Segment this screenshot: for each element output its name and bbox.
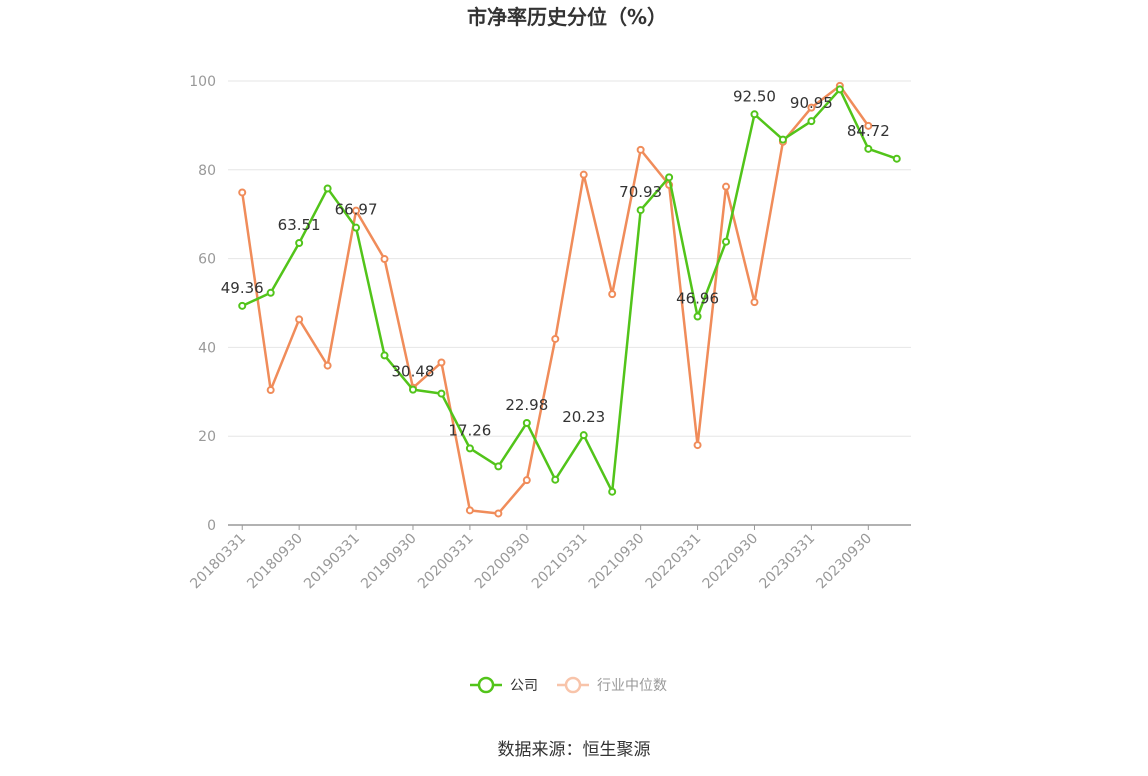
legend[interactable]: 公司 行业中位数 bbox=[470, 676, 667, 694]
x-tick-label: 20210331 bbox=[529, 531, 591, 593]
data-point bbox=[465, 506, 474, 515]
data-point bbox=[295, 239, 304, 248]
data-point bbox=[864, 144, 873, 153]
data-point bbox=[750, 110, 759, 119]
data-point bbox=[522, 418, 531, 427]
data-point bbox=[778, 135, 787, 144]
data-point bbox=[722, 182, 731, 191]
data-label: 63.51 bbox=[278, 216, 321, 234]
data-point bbox=[295, 315, 304, 324]
x-tick-label: 20190331 bbox=[301, 531, 363, 593]
data-point bbox=[437, 389, 446, 398]
data-point bbox=[437, 358, 446, 367]
data-point bbox=[494, 509, 503, 518]
y-tick-label: 60 bbox=[198, 252, 216, 268]
y-tick-label: 40 bbox=[198, 340, 216, 356]
data-label: 20.23 bbox=[562, 408, 605, 426]
data-point bbox=[352, 223, 361, 232]
data-point bbox=[380, 351, 389, 360]
data-point bbox=[238, 188, 247, 197]
data-label: 92.50 bbox=[733, 87, 776, 105]
data-point bbox=[807, 117, 816, 126]
data-point bbox=[665, 173, 674, 182]
data-point bbox=[892, 154, 901, 163]
data-point bbox=[750, 298, 759, 307]
data-point bbox=[380, 255, 389, 264]
data-point bbox=[551, 334, 560, 343]
y-tick-label: 80 bbox=[198, 163, 216, 179]
data-point bbox=[864, 121, 873, 130]
data-point bbox=[238, 301, 247, 310]
x-tick-label: 20180331 bbox=[187, 531, 249, 593]
data-label: 22.98 bbox=[505, 396, 548, 414]
data-point bbox=[579, 431, 588, 440]
y-tick-label: 20 bbox=[198, 429, 216, 445]
source-note: 数据来源：恒生聚源 bbox=[498, 740, 651, 760]
data-point bbox=[693, 441, 702, 450]
data-point bbox=[266, 386, 275, 395]
data-point bbox=[693, 312, 702, 321]
x-tick-label: 20180930 bbox=[244, 531, 306, 593]
data-point bbox=[579, 170, 588, 179]
data-label: 84.72 bbox=[847, 122, 890, 140]
data-point bbox=[323, 184, 332, 193]
data-point bbox=[636, 206, 645, 215]
data-label: 70.93 bbox=[619, 183, 662, 201]
data-point bbox=[551, 475, 560, 484]
data-point bbox=[522, 476, 531, 485]
x-tick-label: 20210930 bbox=[586, 531, 648, 593]
x-tick-label: 20220331 bbox=[643, 531, 705, 593]
x-axis: 2018033120180930201903312019093020200331… bbox=[187, 524, 911, 593]
data-point bbox=[835, 85, 844, 94]
series-line bbox=[240, 84, 870, 515]
data-point bbox=[408, 385, 417, 394]
data-point bbox=[722, 237, 731, 246]
data-point bbox=[323, 361, 332, 370]
data-point bbox=[608, 290, 617, 299]
x-tick-label: 20230930 bbox=[813, 531, 875, 593]
x-tick-label: 20220930 bbox=[700, 531, 762, 593]
data-label: 46.96 bbox=[676, 289, 719, 307]
data-point bbox=[266, 288, 275, 297]
data-point bbox=[352, 206, 361, 215]
data-point bbox=[636, 145, 645, 154]
chart-title: 市净率历史分位（%） bbox=[467, 5, 667, 29]
series-line bbox=[241, 88, 898, 493]
legend-marker bbox=[477, 676, 495, 694]
data-label: 90.95 bbox=[790, 94, 833, 112]
data-point bbox=[494, 462, 503, 471]
data-label: 66.97 bbox=[335, 201, 378, 219]
data-point bbox=[807, 103, 816, 112]
data-point bbox=[608, 487, 617, 496]
x-tick-label: 20200930 bbox=[472, 531, 534, 593]
y-axis: 0 20 40 60 80 100 bbox=[189, 74, 216, 534]
y-tick-label: 100 bbox=[189, 74, 216, 90]
legend-marker bbox=[564, 676, 582, 694]
plot-area bbox=[238, 81, 901, 518]
legend-label: 行业中位数 bbox=[597, 678, 667, 694]
data-label: 49.36 bbox=[221, 279, 264, 297]
data-label: 30.48 bbox=[392, 363, 435, 381]
x-tick-label: 20190930 bbox=[358, 531, 420, 593]
x-tick-label: 20200331 bbox=[415, 531, 477, 593]
x-tick-label: 20230331 bbox=[757, 531, 819, 593]
data-labels: 49.36 63.51 66.97 30.48 17.26 22.98 20.23 70.93… bbox=[221, 87, 890, 439]
data-label: 17.26 bbox=[448, 421, 491, 439]
y-tick-label: 0 bbox=[207, 518, 216, 534]
legend-label: 公司 bbox=[510, 678, 538, 694]
data-point bbox=[465, 444, 474, 453]
